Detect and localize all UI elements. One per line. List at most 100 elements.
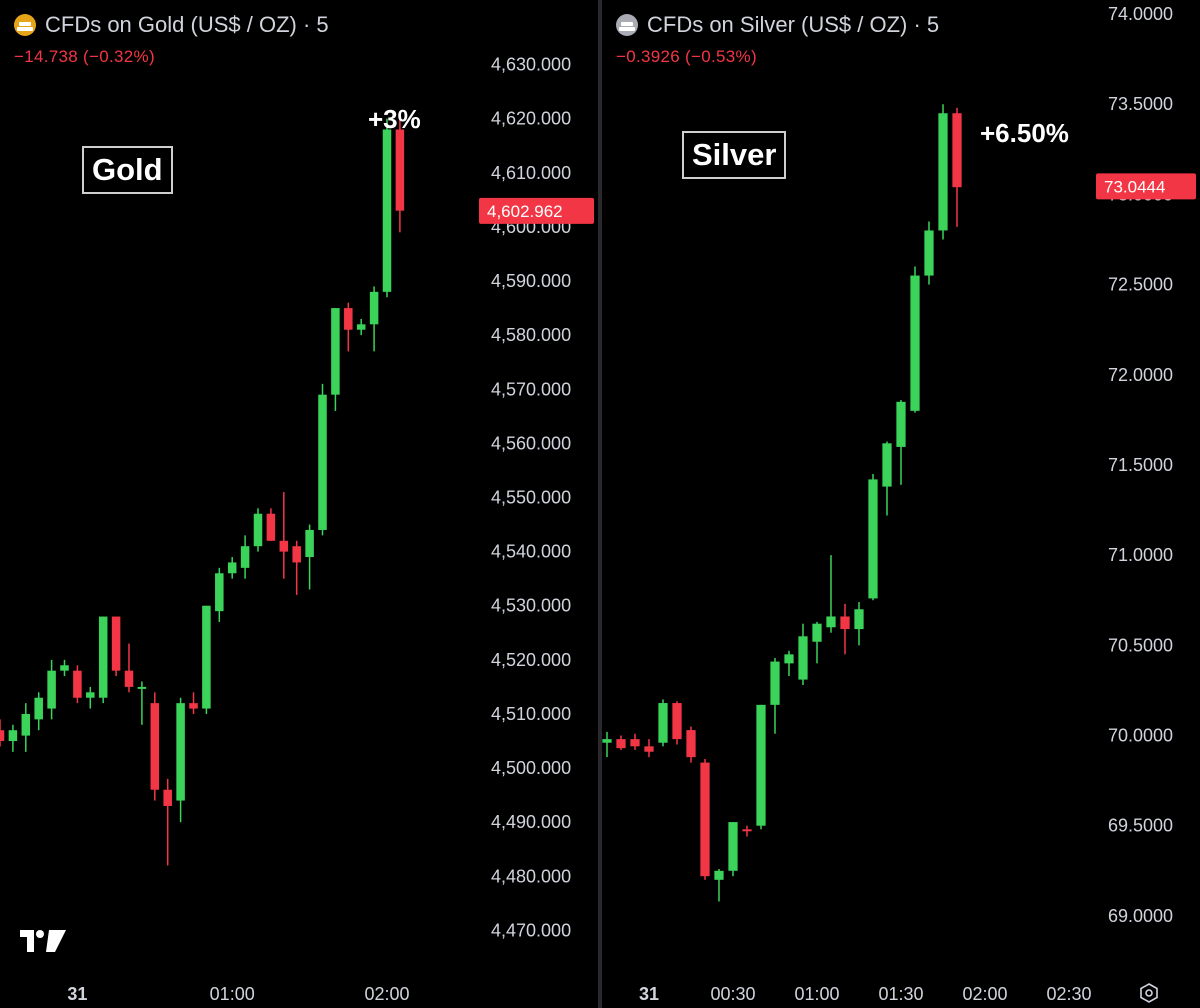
silver-candle-body: [700, 762, 710, 877]
gold-candle[interactable]: [124, 643, 134, 693]
gold-candle[interactable]: [60, 659, 69, 677]
gold-y-tick-label: 4,550.000: [491, 488, 571, 508]
gold-candle[interactable]: [202, 605, 211, 714]
gold-candle[interactable]: [111, 616, 121, 677]
gold-candle-body: [47, 670, 56, 709]
gold-y-tick-label: 4,630.000: [491, 55, 571, 75]
gold-candle[interactable]: [73, 665, 82, 704]
silver-candle[interactable]: [840, 603, 850, 655]
gold-candle-body: [124, 670, 134, 687]
gold-candle[interactable]: [266, 508, 276, 541]
silver-percent-annotation: +6.50%: [980, 118, 1069, 148]
gold-candle[interactable]: [8, 724, 18, 752]
gold-candle[interactable]: [318, 383, 327, 536]
gold-last-price-label: 4,602.962: [487, 202, 563, 221]
gold-candle[interactable]: [163, 778, 172, 866]
gold-candlestick-chart[interactable]: 4,470.000 4,480.000 4,490.000 4,500.000 4,51…: [0, 0, 598, 1008]
silver-candle[interactable]: [728, 822, 738, 877]
gold-x-tick-label: 31: [67, 984, 87, 1004]
gold-symbol-title[interactable]: CFDs on Gold (US$ / OZ) · 5: [45, 12, 329, 37]
gold-candle[interactable]: [150, 692, 160, 801]
gold-candle[interactable]: [86, 686, 95, 709]
panel-divider[interactable]: [598, 0, 602, 1008]
silver-symbol-title[interactable]: CFDs on Silver (US$ / OZ) · 5: [647, 12, 940, 37]
gold-candle[interactable]: [137, 681, 147, 725]
silver-candle-body: [826, 616, 836, 628]
silver-x-tick-label: 02:00: [962, 984, 1007, 1004]
silver-candle-body: [658, 703, 668, 743]
silver-candle-body: [924, 230, 934, 276]
gold-candle[interactable]: [189, 692, 198, 714]
gold-y-tick-label: 4,570.000: [491, 379, 571, 399]
gold-candle[interactable]: [369, 286, 379, 352]
silver-chart-header: CFDs on Silver (US$ / OZ) · 5 −0.3926 (−…: [616, 12, 939, 67]
silver-candlestick-chart[interactable]: 69.0000 69.5000 70.0000 70.5000 71.0000 71.50…: [602, 0, 1200, 1008]
silver-candle[interactable]: [756, 704, 766, 830]
silver-candle[interactable]: [896, 400, 906, 485]
gold-candle[interactable]: [331, 308, 340, 411]
gold-chart-panel[interactable]: 4,470.000 4,480.000 4,490.000 4,500.000 4,51…: [0, 0, 598, 1008]
silver-candle[interactable]: [644, 739, 654, 758]
silver-candle[interactable]: [742, 825, 752, 837]
gold-candle[interactable]: [356, 318, 366, 336]
silver-candle[interactable]: [700, 758, 710, 880]
gold-candle-body: [240, 546, 250, 568]
gold-candle[interactable]: [382, 118, 392, 298]
gold-candle[interactable]: [305, 524, 314, 590]
silver-x-tick-label: 01:00: [794, 984, 839, 1004]
gold-candle[interactable]: [34, 692, 43, 731]
silver-candle[interactable]: [686, 726, 696, 763]
gold-candle[interactable]: [240, 535, 250, 579]
silver-x-tick-label: 02:30: [1046, 984, 1091, 1004]
silver-candle-body: [728, 822, 738, 871]
silver-candle[interactable]: [616, 735, 626, 750]
chart-settings-icon[interactable]: [1138, 982, 1160, 1004]
silver-candle[interactable]: [770, 657, 780, 734]
gold-x-tick-label: 01:00: [210, 984, 255, 1004]
silver-candle[interactable]: [672, 701, 682, 745]
gold-candle[interactable]: [215, 567, 224, 622]
gold-candle[interactable]: [0, 719, 5, 747]
silver-candle[interactable]: [910, 266, 920, 413]
silver-candle[interactable]: [784, 650, 794, 676]
gold-candle[interactable]: [47, 659, 56, 720]
silver-y-tick-label: 73.5000: [1108, 94, 1173, 114]
gold-candle[interactable]: [227, 557, 237, 579]
silver-candle[interactable]: [854, 602, 864, 646]
silver-candle[interactable]: [826, 555, 836, 633]
silver-candle[interactable]: [868, 473, 878, 601]
gold-candle[interactable]: [176, 697, 185, 823]
tradingview-logo-icon[interactable]: [18, 928, 68, 954]
gold-candle-body: [266, 513, 276, 541]
silver-candle[interactable]: [938, 104, 948, 240]
silver-candle[interactable]: [798, 623, 808, 686]
silver-candle[interactable]: [630, 733, 640, 750]
gold-candle-body: [318, 394, 327, 530]
gold-candle[interactable]: [21, 703, 31, 752]
silver-candle-body: [672, 703, 682, 740]
gold-candle[interactable]: [279, 492, 289, 579]
gold-candle[interactable]: [292, 540, 301, 595]
gold-candle-body: [395, 129, 405, 211]
gold-candle-body: [227, 562, 237, 574]
silver-candle[interactable]: [602, 731, 612, 758]
gold-candle-body: [86, 692, 95, 698]
silver-chart-panel[interactable]: 69.0000 69.5000 70.0000 70.5000 71.0000 71.50…: [602, 0, 1200, 1008]
silver-candle[interactable]: [658, 699, 668, 747]
silver-candle-body: [896, 401, 906, 447]
silver-candle[interactable]: [882, 441, 892, 516]
silver-candle[interactable]: [924, 221, 934, 285]
silver-candle[interactable]: [714, 868, 724, 902]
silver-candle[interactable]: [952, 107, 962, 227]
silver-x-tick-label: 01:30: [878, 984, 923, 1004]
silver-candle-body: [756, 704, 766, 826]
gold-candle[interactable]: [253, 508, 263, 552]
gold-candle-body: [344, 308, 353, 330]
gold-candle[interactable]: [395, 118, 405, 233]
gold-y-tick-label: 4,470.000: [491, 920, 571, 940]
gold-candle[interactable]: [344, 302, 353, 352]
gold-candle[interactable]: [98, 616, 108, 704]
silver-candle[interactable]: [812, 621, 822, 664]
gold-y-tick-label: 4,620.000: [491, 109, 571, 129]
gold-y-tick-label: 4,510.000: [491, 704, 571, 724]
